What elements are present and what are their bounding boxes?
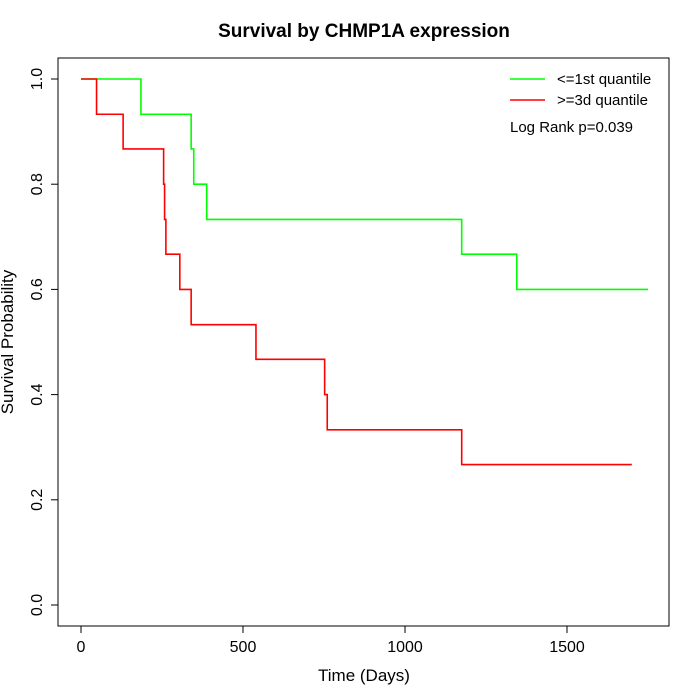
survival-curve-high bbox=[81, 78, 632, 466]
x-axis: 0 500 1000 1500 bbox=[77, 625, 585, 656]
x-tick-label: 1000 bbox=[387, 639, 423, 656]
y-axis-label: Survival Probability bbox=[0, 269, 17, 414]
y-tick-label: 1.0 bbox=[29, 68, 46, 90]
survival-curve-low bbox=[81, 78, 648, 291]
y-axis: 0.0 0.2 0.4 0.6 0.8 1.0 bbox=[29, 68, 59, 616]
legend: <=1st quantile >=3d quantile Log Rank p=… bbox=[510, 71, 651, 136]
x-tick-label: 1500 bbox=[549, 639, 585, 656]
y-tick-label: 0.8 bbox=[29, 173, 46, 195]
legend-label-high: >=3d quantile bbox=[557, 92, 648, 109]
y-tick-label: 0.2 bbox=[29, 489, 46, 511]
y-tick-label: 0.0 bbox=[29, 594, 46, 616]
x-axis-label: Time (Days) bbox=[318, 666, 410, 685]
y-tick-label: 0.4 bbox=[29, 383, 46, 405]
legend-label-low: <=1st quantile bbox=[557, 71, 651, 88]
series-layer bbox=[81, 78, 648, 466]
y-tick-label: 0.6 bbox=[29, 278, 46, 300]
chart-title: Survival by CHMP1A expression bbox=[218, 21, 510, 42]
x-tick-label: 500 bbox=[230, 639, 257, 656]
x-tick-label: 0 bbox=[77, 639, 86, 656]
log-rank-annotation: Log Rank p=0.039 bbox=[510, 119, 633, 136]
plot-frame bbox=[57, 57, 670, 627]
